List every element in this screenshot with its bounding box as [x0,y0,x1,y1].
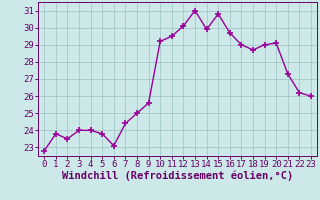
X-axis label: Windchill (Refroidissement éolien,°C): Windchill (Refroidissement éolien,°C) [62,171,293,181]
